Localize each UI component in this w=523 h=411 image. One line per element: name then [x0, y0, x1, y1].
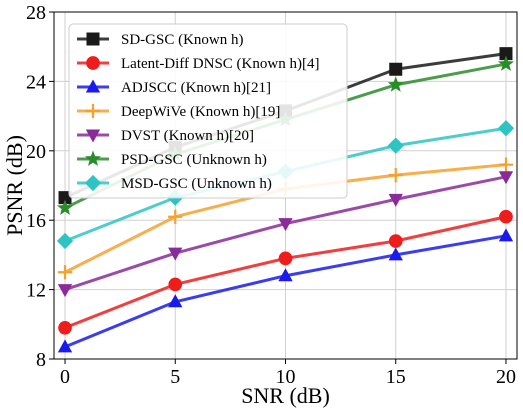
legend-box: [68, 23, 348, 199]
x-tick-label: 5: [170, 366, 180, 388]
data-point: [57, 339, 73, 353]
legend-entry: MSD-GSC (Unknown h): [77, 174, 272, 192]
data-point: [278, 218, 293, 232]
x-tick-label: 15: [386, 366, 406, 388]
legend-label: Latent-Diff DNSC (Known h)[4]: [121, 56, 319, 72]
legend-entry: DVST (Known h)[20]: [77, 128, 254, 144]
axis-ticks: 0 5 10 15 20 8 12 16 20 24 28: [26, 2, 516, 388]
legend-label: DeepWiVe (Known h)[19]: [121, 104, 280, 120]
legend-marker: [84, 150, 102, 166]
data-point: [498, 228, 514, 242]
legend-marker: [86, 32, 100, 46]
data-point: [387, 76, 404, 92]
legend-label: PSD-GSC (Unknown h): [121, 152, 267, 168]
data-point: [388, 234, 403, 248]
data-point: [499, 47, 513, 61]
data-point: [56, 232, 74, 250]
data-point: [168, 247, 183, 261]
legend-entry: Latent-Diff DNSC (Known h)[4]: [77, 56, 319, 72]
x-tick-label: 0: [60, 366, 70, 388]
legend-entry: DeepWiVe (Known h)[19]: [77, 103, 280, 120]
data-point: [57, 284, 73, 298]
legend-marker: [85, 79, 101, 93]
data-point: [498, 157, 514, 172]
data-point: [278, 251, 293, 266]
data-point: [58, 320, 72, 335]
data-point: [497, 55, 515, 71]
y-axis-title: PSNR (dB): [2, 135, 27, 236]
legend-label: MSD-GSC (Unknown h): [121, 176, 272, 192]
y-tick-label: 16: [26, 210, 46, 232]
y-tick-label: 8: [36, 349, 46, 371]
legend: SD-GSC (Known h) Latent-Diff DNSC (Known …: [68, 23, 348, 199]
legend-label: SD-GSC (Known h): [121, 32, 244, 48]
series-2: [57, 228, 514, 353]
data-point: [388, 167, 403, 183]
legend-entry: PSD-GSC (Unknown h): [77, 150, 267, 168]
data-point: [388, 193, 403, 207]
data-point: [389, 62, 403, 76]
y-tick-label: 28: [26, 2, 46, 24]
legend-entry: SD-GSC (Known h): [77, 32, 244, 48]
legend-marker: [85, 129, 101, 143]
data-point: [499, 209, 513, 224]
series-4: [57, 171, 514, 298]
x-tick-label: 10: [276, 366, 296, 388]
y-tick-label: 24: [26, 71, 46, 93]
data-point: [498, 171, 514, 185]
data-point: [387, 137, 404, 154]
data-point: [168, 277, 183, 292]
legend-entry: ADJSCC (Known h)[21]: [77, 79, 271, 96]
legend-marker: [84, 174, 102, 192]
legend-label: DVST (Known h)[20]: [121, 128, 254, 144]
data-point: [278, 268, 293, 282]
legend-marker: [86, 56, 100, 70]
data-point: [388, 247, 403, 261]
x-tick-label: 20: [496, 366, 516, 388]
data-point: [58, 191, 72, 205]
data-point: [56, 199, 74, 215]
data-point: [57, 265, 73, 280]
y-tick-label: 20: [26, 141, 46, 163]
series-1: [58, 209, 513, 335]
data-point: [168, 294, 183, 308]
y-tick-label: 12: [26, 280, 46, 302]
data-point: [497, 120, 515, 137]
legend-label: ADJSCC (Known h)[21]: [121, 80, 271, 96]
legend-marker: [85, 103, 101, 119]
data-point: [168, 209, 183, 224]
x-axis-title: SNR (dB): [241, 383, 330, 408]
